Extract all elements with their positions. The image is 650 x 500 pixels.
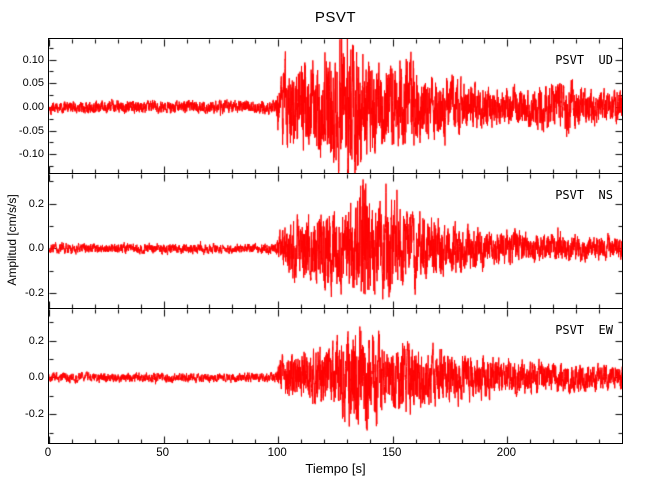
seismogram-panel-ns: PSVT NS (48, 173, 623, 309)
x-tick-label: 150 (382, 447, 402, 459)
trace-canvas-ud (49, 39, 622, 173)
seismogram-panel-ew: PSVT EW (48, 308, 623, 444)
y-tick-label: 0.10 (22, 53, 44, 66)
x-tick-label: 50 (156, 447, 169, 459)
x-tick-label: 100 (267, 447, 287, 459)
y-tick-label: -0.2 (25, 408, 44, 421)
chart-title: PSVT (314, 9, 357, 26)
trace-canvas-ns (49, 174, 622, 308)
trace-canvas-ew (49, 309, 622, 443)
panel-station-label: PSVT UD (555, 53, 613, 67)
y-tick-label: 0.2 (28, 334, 44, 347)
seismogram-panel-ud: PSVT UD (48, 38, 623, 174)
y-tick-label: -0.05 (18, 124, 44, 137)
panels-container: PSVT UD PSVT NS PSVT EW (48, 38, 623, 444)
y-tick-label: 0.00 (22, 100, 44, 113)
panel-station-label: PSVT EW (555, 323, 613, 337)
x-axis-label: Tiempo [s] (305, 461, 366, 476)
y-tick-label: -0.2 (25, 287, 44, 300)
y-tick-label: 0.2 (28, 197, 44, 210)
y-tick-label: -0.10 (18, 148, 44, 161)
panel-station-label: PSVT NS (555, 188, 613, 202)
y-tick-label: 0.0 (28, 371, 44, 384)
y-tick-label: 0.05 (22, 77, 44, 90)
x-tick-label: 200 (496, 447, 516, 459)
x-tick-label: 0 (44, 447, 52, 459)
y-tick-label: 0.0 (28, 242, 44, 255)
